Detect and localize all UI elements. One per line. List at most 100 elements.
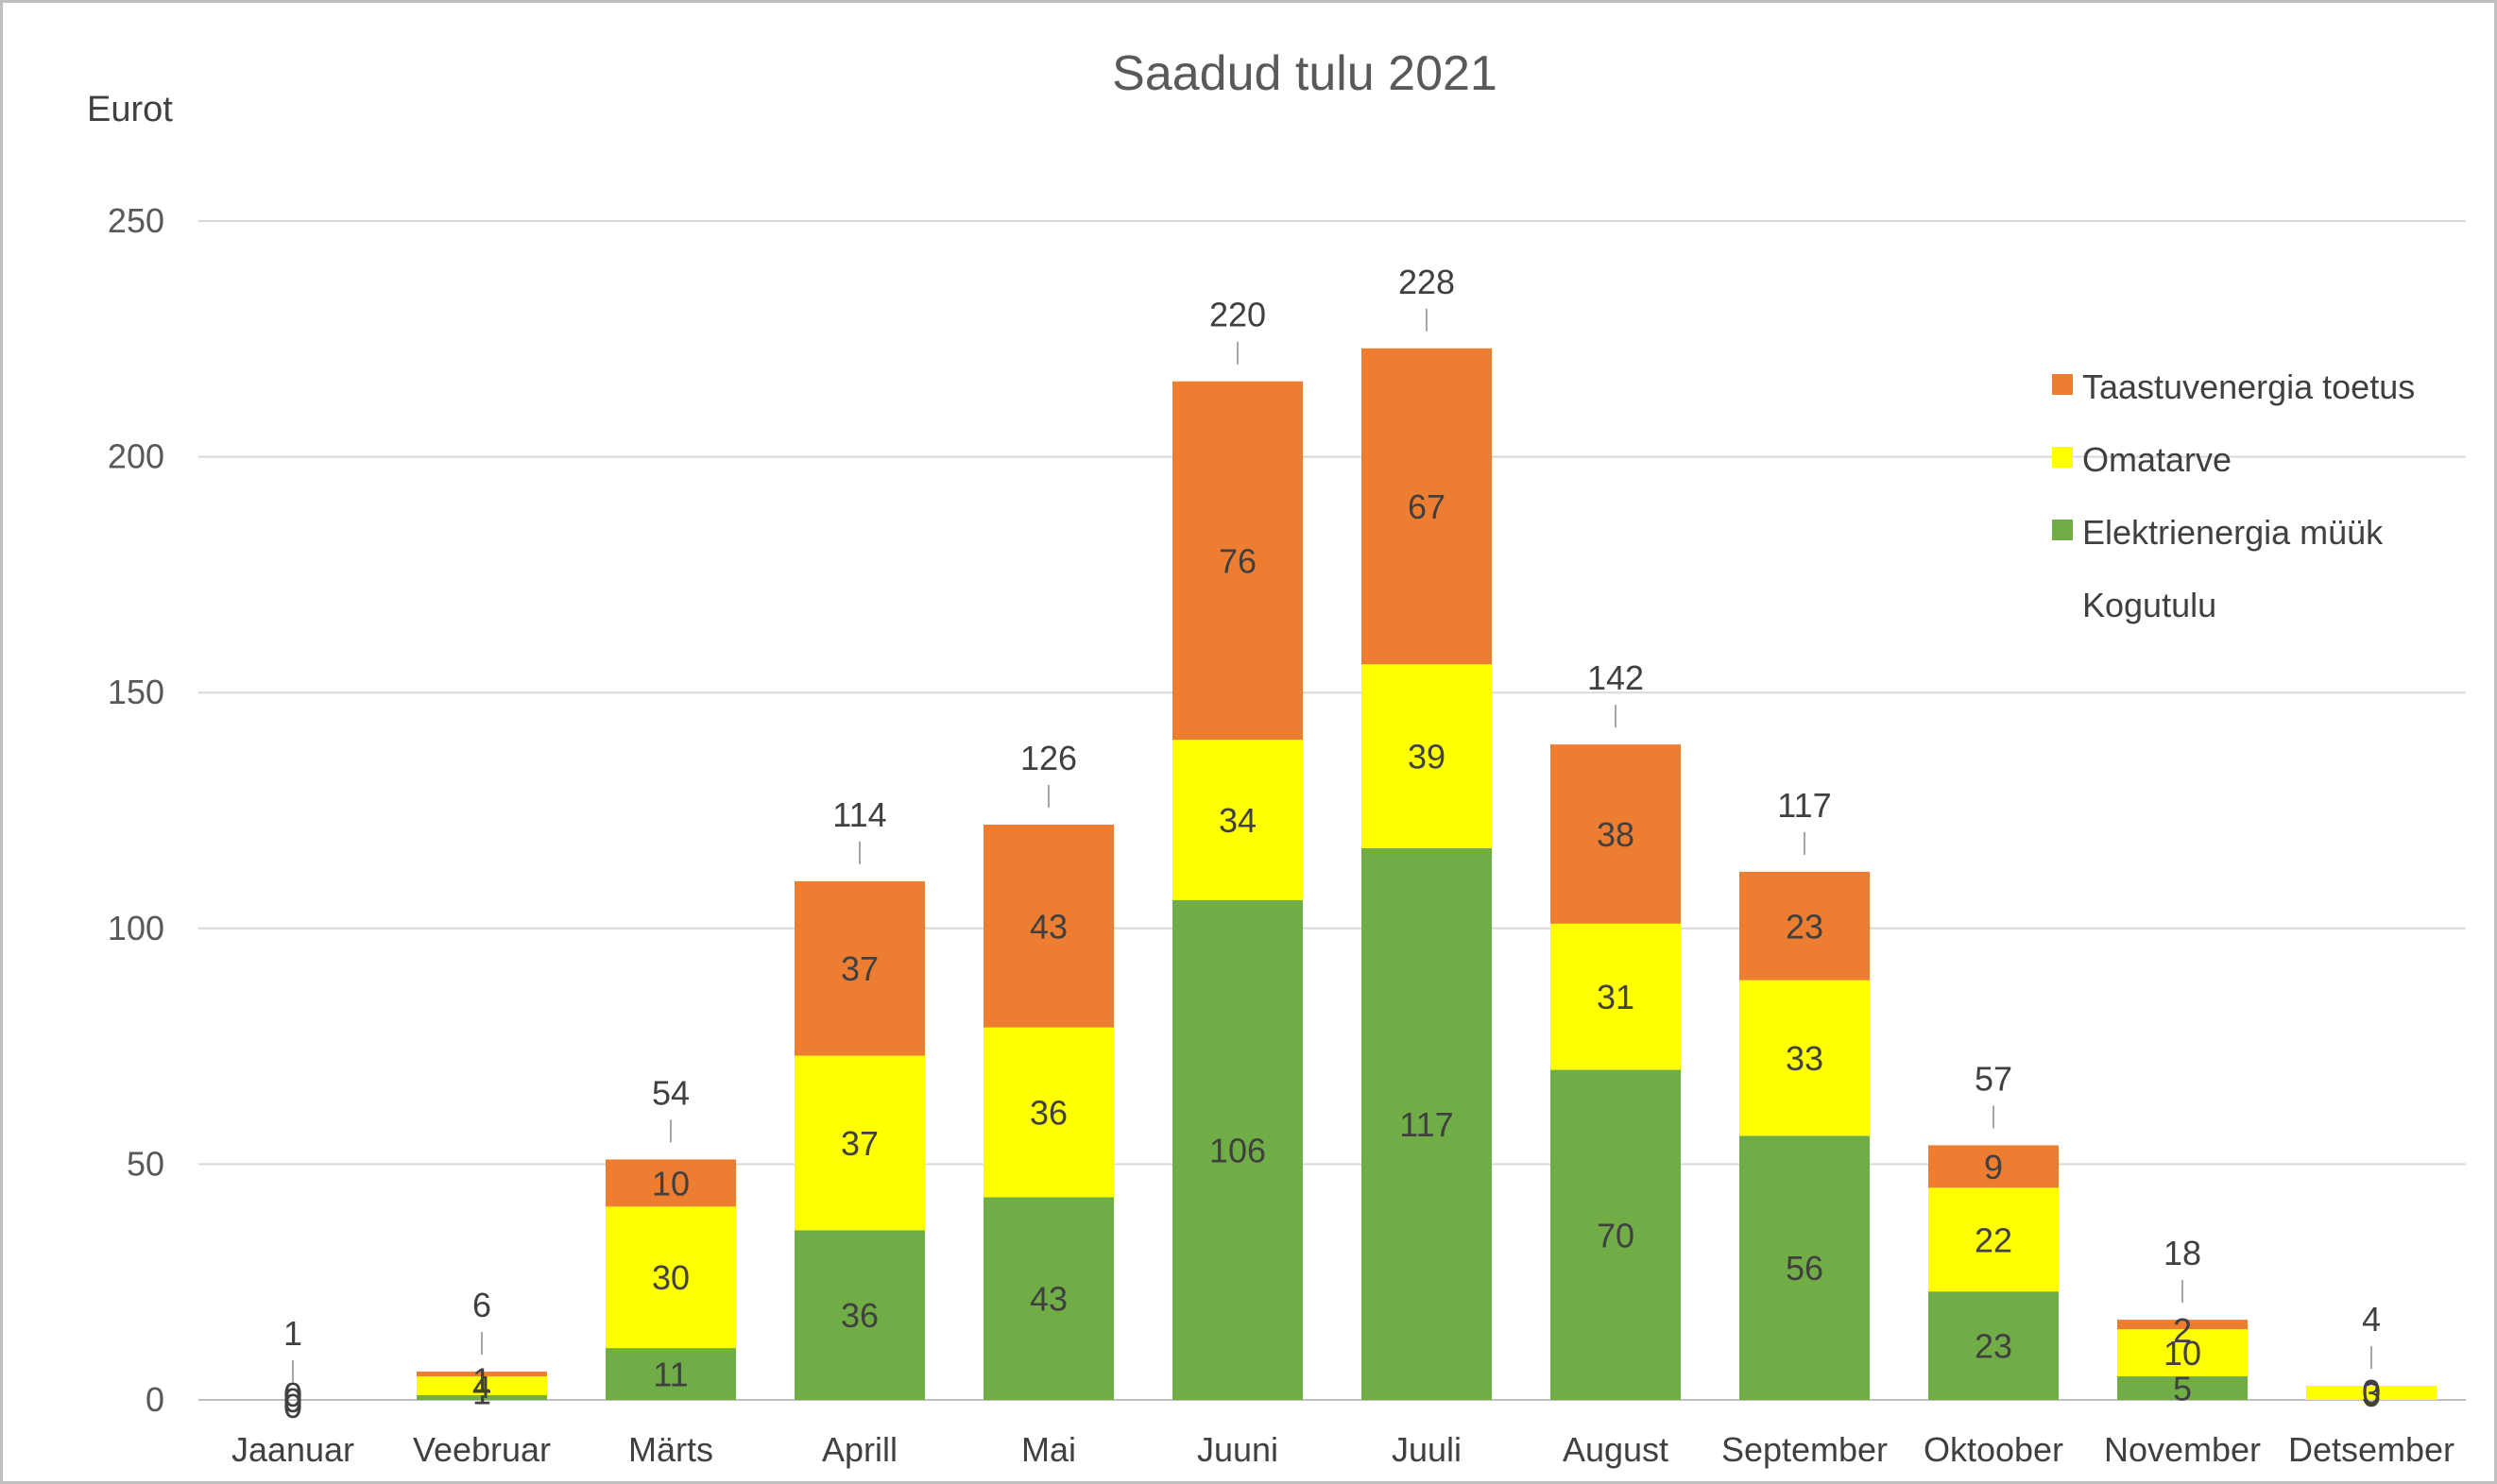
y-axis-title: Eurot <box>87 90 173 129</box>
bar-segment-omatarve <box>1928 1187 2059 1292</box>
data-label-taastuvenergia-toetus: 37 <box>841 949 879 988</box>
data-label-omatarve: 31 <box>1597 978 1634 1016</box>
bar-segment-taastuvenergia-toetus <box>1361 348 1492 665</box>
y-tick-label: 0 <box>145 1380 164 1419</box>
data-label-elektrienergia-muuk: 0 <box>283 1375 302 1414</box>
bar-segment-omatarve <box>2306 1386 2437 1400</box>
total-label: 57 <box>1975 1059 2012 1098</box>
legend-label: Elektrienergia müük <box>2082 513 2384 552</box>
legend-item-omatarve: Omatarve <box>2052 440 2232 479</box>
data-label-taastuvenergia-toetus: 38 <box>1597 815 1634 854</box>
x-tick-label: Detsember <box>2288 1430 2454 1469</box>
x-tick-label: Juuni <box>1197 1430 1278 1469</box>
total-label: 220 <box>1209 296 1266 334</box>
legend-label: Kogutulu <box>2082 586 2216 624</box>
data-label-omatarve: 36 <box>1030 1093 1068 1132</box>
bar-group-jaanuar: 000 1 <box>283 1314 302 1425</box>
bar-segment-taastuvenergia-toetus <box>1172 381 1303 741</box>
bars: 0001141611301054363737114433643126106347… <box>283 263 2437 1425</box>
bar-segment-elektrienergia-muuk <box>2117 1376 2248 1400</box>
bar-segment-taastuvenergia-toetus <box>2117 1320 2248 1330</box>
data-label-taastuvenergia-toetus: 43 <box>1030 907 1068 946</box>
y-axis-ticks: 0 50 100 150 200 250 <box>108 201 164 1419</box>
bar-segment-taastuvenergia-toetus <box>983 824 1114 1028</box>
total-label: 142 <box>1587 658 1644 697</box>
x-axis-categories: Jaanuar Veebruar Märts Aprill Mai Juuni Juuli A… <box>231 1430 2454 1469</box>
data-label-elektrienergia-muuk: 56 <box>1786 1249 1823 1288</box>
data-label-taastuvenergia-toetus: 67 <box>1408 487 1445 526</box>
bar-segment-elektrienergia-muuk <box>1361 847 1492 1400</box>
data-label-taastuvenergia-toetus: 23 <box>1786 907 1823 946</box>
data-label-taastuvenergia-toetus: 1 <box>472 1361 491 1400</box>
bar-segment-taastuvenergia-toetus <box>1550 744 1681 924</box>
data-label-taastuvenergia-toetus: 9 <box>1984 1148 2003 1186</box>
data-label-omatarve: 37 <box>841 1124 879 1163</box>
bar-segment-omatarve <box>417 1376 547 1396</box>
bar-segment-omatarve <box>1739 980 1870 1136</box>
bar-group-aprill: 36 37 37 114 <box>795 795 925 1400</box>
legend: Taastuvenergia toetus Omatarve Elektriener… <box>2052 367 2415 624</box>
data-label-elektrienergia-muuk: 106 <box>1209 1131 1266 1169</box>
data-label-omatarve: 4 <box>472 1367 491 1406</box>
bar-segment-elektrienergia-muuk <box>1928 1291 2059 1400</box>
bar-group-detsember: 0304 <box>2306 1300 2437 1414</box>
x-tick-label: November <box>2104 1430 2261 1469</box>
data-label-elektrienergia-muuk: 23 <box>1975 1327 2012 1366</box>
legend-item-kogutulu: Kogutulu <box>2082 586 2216 624</box>
bar-group-juuli: 117 39 67 228 <box>1361 263 1492 1400</box>
x-tick-label: Veebruar <box>413 1430 551 1469</box>
bar-segment-elektrienergia-muuk <box>1172 899 1303 1400</box>
bar-segment-elektrienergia-muuk <box>1739 1135 1870 1400</box>
total-label: 18 <box>2163 1234 2201 1272</box>
x-tick-label: September <box>1721 1430 1888 1469</box>
gridlines <box>198 220 2466 1401</box>
chart-title: Saadud tulu 2021 <box>1112 46 1497 101</box>
bar-group-oktoober: 23 22 9 57 <box>1928 1059 2059 1400</box>
bar-segment-elektrienergia-muuk <box>606 1348 736 1400</box>
bar-group-september: 56 33 23 117 <box>1739 786 1870 1400</box>
total-label: 6 <box>472 1286 491 1324</box>
bar-segment-taastuvenergia-toetus <box>1928 1145 2059 1188</box>
bar-segment-taastuvenergia-toetus <box>795 880 925 1056</box>
data-label-taastuvenergia-toetus: 76 <box>1219 541 1257 580</box>
total-label: 54 <box>652 1073 690 1112</box>
legend-label: Taastuvenergia toetus <box>2082 367 2415 406</box>
legend-swatch <box>2052 520 2073 540</box>
bar-group-marts: 11 30 10 54 <box>606 1073 736 1400</box>
y-tick-label: 50 <box>127 1144 164 1183</box>
bar-segment-omatarve <box>2117 1329 2248 1377</box>
data-label-omatarve: 33 <box>1786 1039 1823 1078</box>
bar-segment-omatarve <box>606 1206 736 1349</box>
bar-segment-elektrienergia-muuk <box>983 1197 1114 1400</box>
x-tick-label: Oktoober <box>1924 1430 2063 1469</box>
legend-item-elektrienergia-muuk: Elektrienergia müük <box>2052 513 2384 552</box>
total-label: 4 <box>2362 1300 2381 1339</box>
legend-swatch <box>2052 374 2073 395</box>
data-label-taastuvenergia-toetus: 10 <box>652 1164 690 1203</box>
legend-label: Omatarve <box>2082 440 2232 479</box>
bar-segment-taastuvenergia-toetus <box>1739 871 1870 981</box>
data-label-omatarve: 0 <box>283 1381 302 1420</box>
data-label-elektrienergia-muuk: 5 <box>2173 1370 2192 1408</box>
data-label-elektrienergia-muuk: 43 <box>1030 1280 1068 1319</box>
data-label-omatarve: 39 <box>1408 738 1445 776</box>
total-label: 114 <box>832 795 886 834</box>
bar-segment-elektrienergia-muuk <box>795 1230 925 1400</box>
legend-item-taastuvenergia-toetus: Taastuvenergia toetus <box>2052 367 2415 406</box>
total-label: 126 <box>1020 739 1077 777</box>
bar-segment-omatarve <box>1172 740 1303 900</box>
data-label-omatarve: 3 <box>2362 1374 2381 1413</box>
x-tick-label: Aprill <box>822 1430 898 1469</box>
bar-segment-taastuvenergia-toetus <box>606 1159 736 1207</box>
x-tick-label: Juuli <box>1392 1430 1462 1469</box>
data-label-taastuvenergia-toetus: 0 <box>283 1387 302 1425</box>
x-tick-label: August <box>1563 1430 1668 1469</box>
legend-swatch <box>2052 447 2073 468</box>
bar-segment-omatarve <box>983 1027 1114 1198</box>
bar-group-mai: 43 36 43 126 <box>983 739 1114 1400</box>
data-label-elektrienergia-muuk: 70 <box>1597 1216 1634 1254</box>
